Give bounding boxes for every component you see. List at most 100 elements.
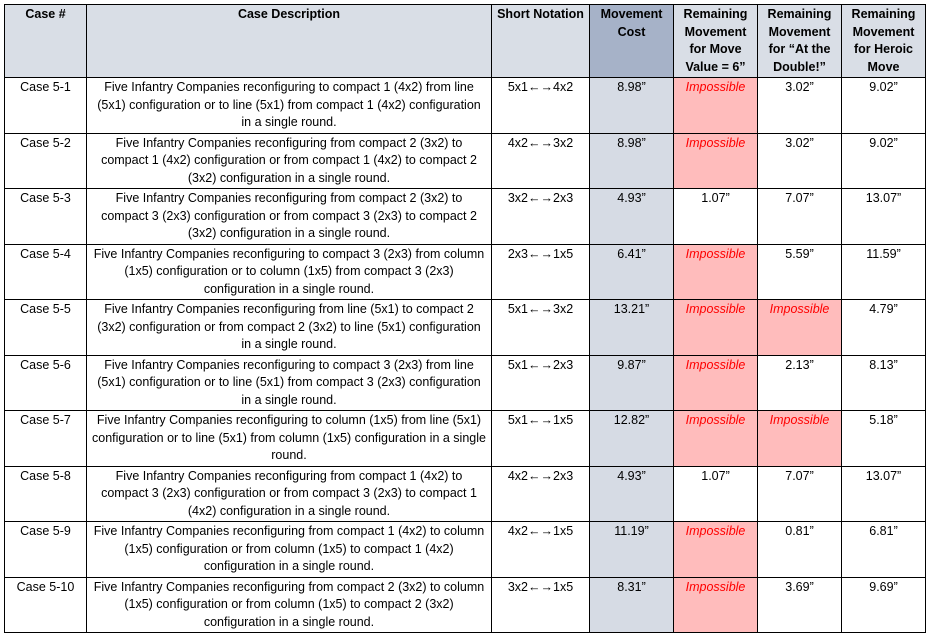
case-description-cell: Five Infantry Companies reconfiguring to… (86, 77, 492, 134)
remaining-move-6-cell: 1.07” (673, 465, 758, 522)
remaining-at-the-double-cell: 7.07” (757, 188, 842, 245)
short-notation-cell: 3x2←→2x3 (491, 188, 590, 245)
case-description-cell: Five Infantry Companies reconfiguring to… (86, 243, 492, 300)
case-id-cell: Case 5-1 (4, 77, 87, 134)
impossible-label: Impossible (685, 302, 746, 316)
case-description-cell: Five Infantry Companies reconfiguring to… (86, 354, 492, 411)
remaining-move-6-cell: Impossible (673, 354, 758, 411)
case-description-cell: Five Infantry Companies reconfiguring fr… (86, 576, 492, 633)
remaining-at-the-double-cell: 3.02” (757, 77, 842, 134)
short-notation-cell: 3x2←→1x5 (491, 576, 590, 633)
movement-cost-cell: 4.93” (589, 465, 674, 522)
table-row: Case 5-1 Five Infantry Companies reconfig… (4, 77, 926, 134)
remaining-at-the-double-cell: Impossible (757, 299, 842, 356)
remaining-move-6-cell: Impossible (673, 521, 758, 578)
movement-cost-cell: 8.31” (589, 576, 674, 633)
table-row: Case 5-3 Five Infantry Companies reconfig… (4, 188, 926, 245)
remaining-at-the-double-cell: 7.07” (757, 465, 842, 522)
remaining-heroic-cell: 9.02” (841, 132, 926, 189)
movement-cost-cell: 6.41” (589, 243, 674, 300)
movement-cost-cell: 4.93” (589, 188, 674, 245)
case-id-cell: Case 5-4 (4, 243, 87, 300)
movement-cost-cell: 11.19” (589, 521, 674, 578)
movement-cost-cell: 9.87” (589, 354, 674, 411)
remaining-at-the-double-cell: 3.02” (757, 132, 842, 189)
table-body: Case 5-1 Five Infantry Companies reconfig… (4, 77, 926, 633)
movement-cost-cell: 13.21” (589, 299, 674, 356)
header-notation: Short Notation (491, 4, 590, 78)
case-description-cell: Five Infantry Companies reconfiguring fr… (86, 299, 492, 356)
impossible-label: Impossible (685, 135, 746, 150)
case-description-cell: Five Infantry Companies reconfiguring fr… (86, 188, 492, 245)
remaining-heroic-cell: 11.59” (841, 243, 926, 300)
movement-cost-cell: 8.98” (589, 77, 674, 134)
remaining-move-6-cell: Impossible (673, 576, 758, 633)
remaining-heroic-cell: 9.02” (841, 77, 926, 134)
remaining-at-the-double-cell: 0.81” (757, 521, 842, 578)
case-id-cell: Case 5-2 (4, 132, 87, 189)
header-case: Case # (4, 4, 87, 78)
header-row: Case # Case Description Short Notation M… (4, 4, 926, 78)
short-notation-cell: 4x2←→1x5 (491, 521, 590, 578)
case-id-cell: Case 5-7 (4, 410, 87, 467)
movement-cost-cell: 8.98” (589, 132, 674, 189)
movement-table-wrapper: Case # Case Description Short Notation M… (4, 4, 926, 633)
case-description-cell: Five Infantry Companies reconfiguring fr… (86, 521, 492, 578)
remaining-at-the-double-cell: Impossible (757, 410, 842, 467)
short-notation-cell: 5x1←→2x3 (491, 354, 590, 411)
short-notation-cell: 4x2←→2x3 (491, 465, 590, 522)
short-notation-cell: 5x1←→4x2 (491, 77, 590, 134)
header-remaining-heroic: Remaining Movement for Heroic Move (841, 4, 926, 78)
impossible-label: Impossible (685, 357, 746, 372)
case-description-cell: Five Infantry Companies reconfiguring to… (86, 410, 492, 467)
header-movement-cost: Movement Cost (589, 4, 674, 78)
case-id-cell: Case 5-3 (4, 188, 87, 245)
remaining-move-6-cell: Impossible (673, 243, 758, 300)
case-id-cell: Case 5-5 (4, 299, 87, 356)
remaining-at-the-double-cell: 2.13” (757, 354, 842, 411)
header-remaining-at-the-double: Remaining Movement for “At the Double!” (757, 4, 842, 78)
movement-cost-table: Case # Case Description Short Notation M… (4, 4, 926, 633)
case-id-cell: Case 5-8 (4, 465, 87, 522)
table-row: Case 5-2 Five Infantry Companies reconfig… (4, 132, 926, 189)
header-remaining-move-6: Remaining Movement for Move Value = 6” (673, 4, 758, 78)
header-description: Case Description (86, 4, 492, 78)
short-notation-cell: 2x3←→1x5 (491, 243, 590, 300)
remaining-heroic-cell: 13.07” (841, 188, 926, 245)
remaining-heroic-cell: 4.79” (841, 299, 926, 356)
table-row: Case 5-10 Five Infantry Companies reconfi… (4, 576, 926, 633)
impossible-label: Impossible (685, 524, 746, 538)
remaining-at-the-double-cell: 5.59” (757, 243, 842, 300)
short-notation-cell: 5x1←→1x5 (491, 410, 590, 467)
impossible-label: Impossible (769, 302, 830, 316)
remaining-heroic-cell: 13.07” (841, 465, 926, 522)
remaining-move-6-cell: Impossible (673, 77, 758, 134)
remaining-heroic-cell: 5.18” (841, 410, 926, 467)
table-row: Case 5-7 Five Infantry Companies reconfig… (4, 410, 926, 467)
impossible-label: Impossible (685, 246, 746, 261)
remaining-move-6-cell: Impossible (673, 410, 758, 467)
impossible-label: Impossible (769, 413, 830, 427)
short-notation-cell: 5x1←→3x2 (491, 299, 590, 356)
table-row: Case 5-8 Five Infantry Companies reconfig… (4, 465, 926, 522)
case-id-cell: Case 5-6 (4, 354, 87, 411)
table-row: Case 5-5 Five Infantry Companies reconfig… (4, 299, 926, 356)
movement-cost-cell: 12.82” (589, 410, 674, 467)
case-description-cell: Five Infantry Companies reconfiguring fr… (86, 465, 492, 522)
remaining-move-6-cell: Impossible (673, 132, 758, 189)
remaining-heroic-cell: 6.81” (841, 521, 926, 578)
impossible-label: Impossible (685, 579, 746, 594)
impossible-label: Impossible (685, 413, 746, 427)
short-notation-cell: 4x2←→3x2 (491, 132, 590, 189)
case-description-cell: Five Infantry Companies reconfiguring fr… (86, 132, 492, 189)
remaining-heroic-cell: 8.13” (841, 354, 926, 411)
remaining-at-the-double-cell: 3.69” (757, 576, 842, 633)
remaining-move-6-cell: Impossible (673, 299, 758, 356)
case-id-cell: Case 5-10 (4, 576, 87, 633)
impossible-label: Impossible (685, 80, 746, 94)
table-row: Case 5-6 Five Infantry Companies reconfig… (4, 354, 926, 411)
case-id-cell: Case 5-9 (4, 521, 87, 578)
table-row: Case 5-4 Five Infantry Companies reconfig… (4, 243, 926, 300)
remaining-heroic-cell: 9.69” (841, 576, 926, 633)
table-row: Case 5-9 Five Infantry Companies reconfig… (4, 521, 926, 578)
